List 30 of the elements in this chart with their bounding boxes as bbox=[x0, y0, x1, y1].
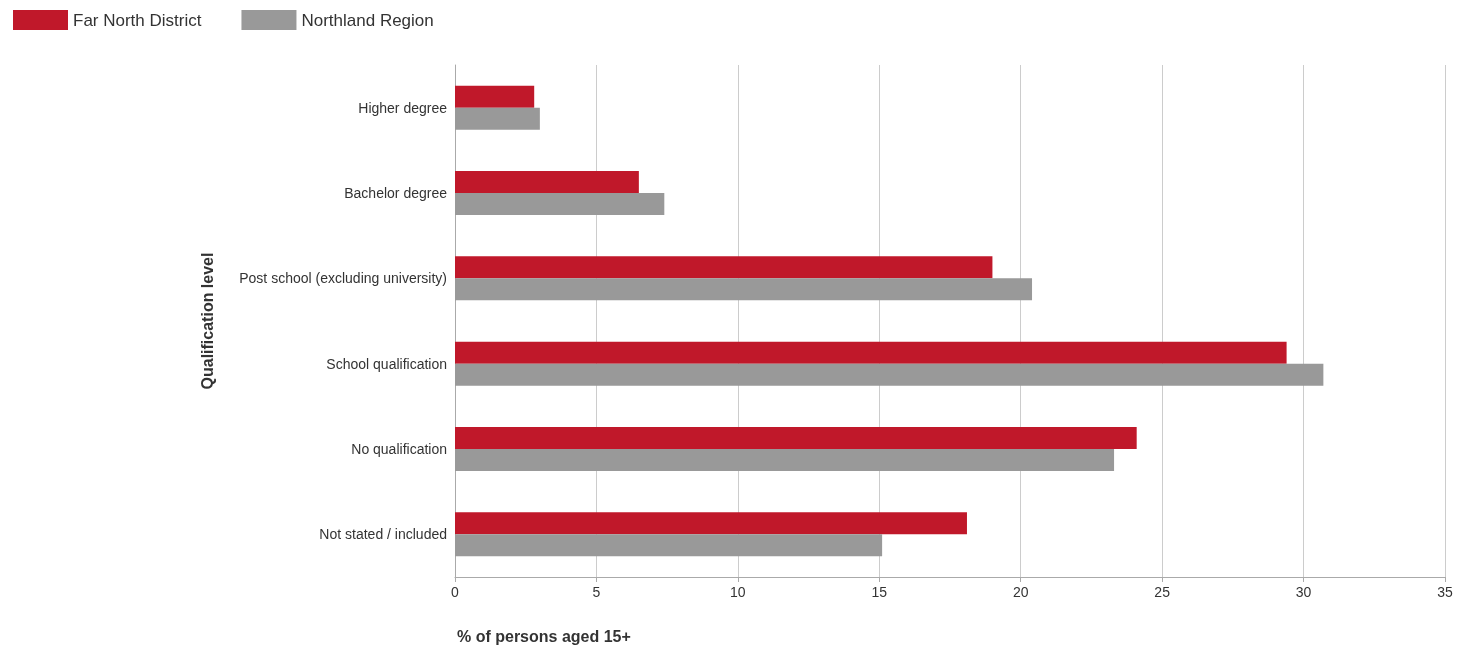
y-tick-label: No qualification bbox=[351, 441, 447, 457]
x-tick-label: 35 bbox=[1437, 584, 1453, 600]
x-tick-label: 20 bbox=[1012, 584, 1029, 600]
legend-label: Northland Region bbox=[301, 10, 434, 30]
bar bbox=[455, 427, 1137, 449]
bar bbox=[455, 449, 1115, 471]
y-tick-label: Higher degree bbox=[358, 99, 448, 116]
y-tick-label: Not stated / included bbox=[319, 526, 447, 543]
bar bbox=[455, 171, 639, 193]
bar bbox=[455, 193, 665, 215]
bar bbox=[455, 341, 1287, 364]
x-tick-label: 30 bbox=[1295, 584, 1312, 600]
bar bbox=[455, 512, 967, 535]
x-tick-label: 5 bbox=[592, 584, 601, 600]
y-tick-label: School qualification bbox=[326, 355, 447, 372]
bar bbox=[455, 256, 993, 279]
y-tick-label: Bachelor degree bbox=[344, 185, 448, 201]
x-tick-label: 25 bbox=[1154, 584, 1171, 600]
bar bbox=[455, 278, 1033, 301]
bar bbox=[455, 107, 540, 130]
bar bbox=[455, 363, 1324, 386]
bar bbox=[455, 534, 883, 557]
legend-label: Far North District bbox=[73, 10, 202, 30]
x-tick-label: 10 bbox=[730, 584, 746, 600]
x-axis-title: % of persons aged 15+ bbox=[457, 627, 631, 645]
bar bbox=[455, 85, 535, 108]
x-tick-label: 0 bbox=[451, 584, 460, 600]
x-tick-label: 15 bbox=[871, 584, 888, 600]
y-axis-title: Qualification level bbox=[198, 252, 216, 390]
y-tick-label: Post school (excluding university) bbox=[239, 270, 447, 287]
